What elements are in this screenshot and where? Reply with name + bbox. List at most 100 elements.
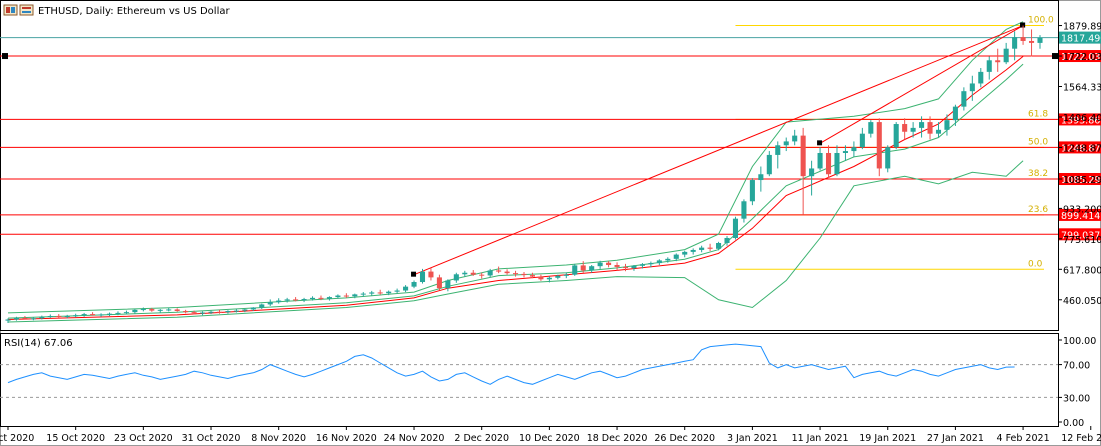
price-level-tag — [1059, 113, 1101, 126]
time-axis: 7 Oct 2020 15 Oct 2020 23 Oct 2020 31 Oct 2… — [0, 426, 1101, 444]
fib-label: 38.2 — [1028, 169, 1048, 179]
rsi-tick-label: 30.00 — [1063, 393, 1090, 404]
time-tick-label: 26 Dec 2020 — [654, 433, 715, 444]
candle-body — [369, 292, 375, 294]
candle-body — [614, 265, 620, 267]
candle-body — [309, 297, 316, 300]
chart-title: ETHUSD, Daily: Ethereum vs US Dollar — [38, 6, 230, 17]
candle-body — [665, 258, 671, 261]
chart-window-icon[interactable] — [3, 4, 18, 16]
candle-body — [986, 60, 992, 72]
candle-body — [352, 294, 358, 297]
line-anchor-right — [1052, 53, 1058, 60]
price-level-tag — [1059, 228, 1101, 241]
time-tick-label: 18 Dec 2020 — [587, 433, 648, 444]
candle-body — [969, 83, 975, 92]
candle-body — [318, 297, 324, 299]
rsi-tick-label: 0.00 — [1063, 418, 1084, 429]
price-tick-label: 933.200 — [1063, 204, 1101, 215]
candle-body — [716, 243, 722, 249]
bollinger-lower — [7, 160, 1024, 323]
candle-body — [690, 249, 696, 252]
main-plot-area — [0, 0, 1059, 331]
price-level-tag — [1059, 173, 1101, 186]
chart-window-icon-2[interactable] — [19, 4, 34, 16]
line-anchor-left — [2, 53, 8, 60]
candle-body — [546, 277, 552, 280]
candle-body — [1020, 37, 1026, 41]
candle-body — [995, 60, 1001, 63]
candle-body — [699, 247, 705, 250]
candle-body — [927, 122, 933, 134]
candle-body — [183, 310, 189, 313]
candle-body — [1012, 37, 1018, 49]
candle-body — [360, 293, 366, 295]
rsi-indicator: 100.00 70.00 30.00 0.00 — [0, 336, 1096, 429]
candle-body — [419, 271, 426, 283]
candle-body — [470, 272, 476, 275]
time-tick-label: 7 Oct 2020 — [0, 433, 34, 444]
candle-body — [1029, 40, 1035, 43]
candle-body — [893, 124, 899, 148]
candle-body — [293, 299, 299, 301]
candle-body — [73, 315, 79, 317]
candle-body — [47, 316, 53, 318]
candle-body — [876, 122, 882, 169]
time-tick-label: 2 Dec 2020 — [454, 433, 509, 444]
candle-body — [445, 280, 451, 289]
candle-body — [597, 262, 603, 267]
candle-body — [22, 317, 28, 319]
candle-body — [487, 270, 493, 276]
candle-body — [276, 300, 282, 303]
candle-body — [106, 313, 113, 315]
candle-body — [885, 147, 891, 169]
candle-body — [902, 124, 908, 132]
time-tick-label: 19 Jan 2021 — [859, 433, 916, 444]
candle-body — [538, 276, 544, 280]
price-tick-label: 1248.872 — [1063, 143, 1101, 154]
candle-body — [132, 309, 138, 313]
candle-body — [377, 292, 383, 294]
candle-body — [428, 271, 434, 278]
candle-body — [783, 141, 789, 146]
candle-body — [140, 309, 146, 311]
candle-body — [631, 265, 637, 269]
candle-body — [504, 271, 510, 274]
candle-body — [944, 120, 950, 130]
trendline-anchor — [1020, 22, 1026, 28]
trendline — [413, 25, 1024, 276]
candle-body — [216, 311, 223, 313]
price-level-text: 1722.036 — [1061, 52, 1101, 63]
candle-body — [842, 151, 848, 153]
candle-body — [30, 318, 36, 320]
candle-body — [403, 286, 409, 291]
candle-body — [749, 180, 755, 202]
candle-body — [225, 310, 231, 313]
price-tick-label: 1085.296 — [1063, 175, 1101, 186]
candle-body — [242, 309, 248, 311]
candle-body — [622, 266, 629, 269]
candle-body — [707, 247, 713, 249]
candle-body — [81, 314, 87, 316]
candle-body — [825, 152, 832, 175]
price-tick-label: 1722.036 — [1063, 52, 1101, 63]
candle-body — [766, 154, 772, 175]
candle-body — [521, 273, 527, 276]
candle-body — [157, 309, 163, 311]
candle-body — [123, 312, 129, 314]
time-tick-label: 27 Jan 2021 — [927, 433, 984, 444]
candle-body — [386, 291, 392, 294]
candle-body — [572, 265, 578, 275]
candle-body — [343, 295, 349, 297]
candle-body — [834, 152, 840, 175]
candle-body — [800, 135, 806, 177]
candle-body — [648, 263, 654, 265]
candle-body — [5, 319, 11, 321]
candle-body — [115, 312, 121, 314]
candle-body — [935, 129, 942, 134]
price-level-text: 899.414 — [1061, 211, 1100, 222]
candle-body — [149, 309, 155, 311]
price-tick-label: 1564.330 — [1063, 82, 1101, 93]
